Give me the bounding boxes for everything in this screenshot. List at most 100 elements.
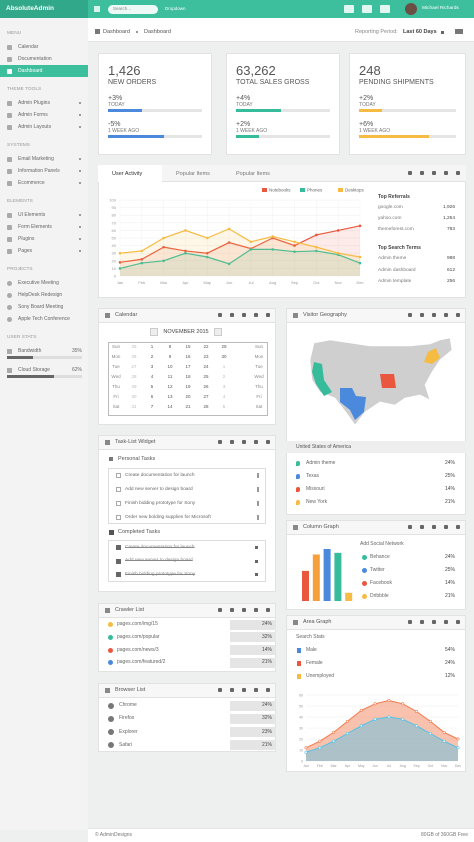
calendar-day[interactable]: 10: [167, 364, 173, 369]
calendar-day[interactable]: 3: [222, 384, 226, 389]
crawler-name[interactable]: pages.com/img/15: [117, 621, 158, 627]
sidebar-item[interactable]: Documentation: [18, 56, 52, 62]
x-tick-label: Aug: [269, 280, 276, 285]
sidebar-item[interactable]: Form Elements: [18, 224, 52, 230]
sidebar-item[interactable]: Admin Forms: [18, 112, 48, 118]
task-done[interactable]: Create documentation for launch: [125, 544, 195, 550]
chevron: [79, 170, 81, 172]
calendar-day[interactable]: 29: [221, 344, 227, 349]
calendar-day[interactable]: 27: [131, 364, 137, 369]
sidebar-item[interactable]: Email Marketing: [18, 156, 54, 162]
calendar-day[interactable]: 23: [203, 354, 209, 359]
calendar-day[interactable]: 29: [131, 384, 137, 389]
crawler-name[interactable]: pages.com/news/3: [117, 646, 159, 653]
calendar-day[interactable]: 27: [203, 394, 209, 399]
calendar-day[interactable]: 24: [203, 364, 209, 369]
state: [312, 362, 332, 396]
sidebar-item[interactable]: UI Elements: [18, 212, 46, 218]
area-legend-value: 24%: [444, 660, 455, 666]
period-select[interactable]: Last 60 Days: [403, 29, 437, 35]
active-tab: [98, 165, 162, 182]
calendar-day[interactable]: 15: [185, 344, 191, 349]
task-item[interactable]: Order new bolding supplies for Microsoft: [125, 514, 211, 520]
sidebar-item[interactable]: Admin Plugins: [18, 100, 50, 106]
calendar-day[interactable]: 30: [131, 394, 137, 399]
panel-icon: [420, 525, 424, 529]
y-tick-label: 50: [299, 704, 303, 708]
task-done[interactable]: Add new server to design board: [125, 558, 193, 563]
crawler-name[interactable]: pages.com/popular: [117, 633, 160, 640]
calendar-day[interactable]: 28: [203, 404, 209, 409]
calendar-day[interactable]: 17: [185, 364, 191, 369]
area-point: [415, 709, 419, 713]
calendar-day[interactable]: 4: [150, 374, 154, 379]
calendar-day[interactable]: 5: [222, 404, 226, 409]
day-label: Wed: [111, 374, 121, 379]
calendar-day[interactable]: 11: [167, 374, 173, 379]
calendar-day[interactable]: 30: [221, 354, 227, 359]
browser-value: 32%: [261, 715, 272, 722]
calendar-day[interactable]: 26: [131, 354, 137, 359]
calendar-day[interactable]: 18: [185, 374, 191, 379]
sidebar-item[interactable]: Apple Tech Conference: [18, 316, 70, 322]
sidebar-item[interactable]: Executive Meeting: [18, 280, 59, 286]
user-name[interactable]: Michael Richards: [422, 6, 459, 11]
calendar-day[interactable]: 13: [167, 394, 173, 399]
crawler-name[interactable]: pages.com/featured/2: [117, 659, 166, 666]
sidebar-item[interactable]: Plugins: [18, 236, 35, 242]
crawler-value: 32%: [261, 633, 272, 640]
sidebar-item[interactable]: HelpDesk Redesign: [18, 292, 63, 298]
task-item[interactable]: Finish bidding prototype for Sony: [125, 500, 196, 506]
calendar-day[interactable]: 2: [222, 374, 226, 379]
calendar-day[interactable]: 5: [150, 384, 154, 389]
calendar-day[interactable]: 28: [131, 374, 137, 379]
task-item[interactable]: Create documentation for launch: [125, 472, 195, 478]
search-input[interactable]: Search...: [113, 6, 132, 11]
sidebar-item[interactable]: Admin Layouts: [18, 124, 52, 130]
calendar-day[interactable]: 20: [185, 394, 191, 399]
breadcrumb-item[interactable]: Dashboard: [103, 29, 130, 35]
calendar-day[interactable]: 26: [203, 384, 209, 389]
calendar-day[interactable]: 19: [185, 384, 191, 389]
calendar-day[interactable]: 16: [185, 354, 191, 359]
legend-icon: [297, 661, 301, 666]
legend-value: 21%: [444, 593, 455, 599]
stat-card-label: NEW ORDERS: [108, 79, 157, 86]
sidebar-item[interactable]: Sony Board Meeting: [18, 304, 64, 310]
value-box: [230, 632, 276, 643]
legend-icon: [297, 648, 301, 653]
task-item[interactable]: Add new server to design board: [125, 486, 193, 492]
calendar-day[interactable]: 12: [167, 384, 173, 389]
calendar-day[interactable]: 9: [168, 354, 172, 359]
area-point: [373, 702, 377, 706]
sidebar-item[interactable]: Ecommerce: [18, 180, 45, 186]
calendar-day[interactable]: 1: [222, 364, 226, 369]
calendar-day[interactable]: 3: [150, 364, 154, 369]
calendar-day[interactable]: 25: [131, 344, 137, 349]
calendar-day[interactable]: 21: [185, 404, 191, 409]
calendar-day[interactable]: 2: [150, 354, 154, 359]
dropdown[interactable]: Dropdown: [165, 6, 186, 11]
calendar-day[interactable]: 4: [222, 394, 226, 399]
calendar-day[interactable]: 22: [203, 344, 209, 349]
calendar-day[interactable]: 1: [150, 344, 154, 349]
legend-dot: [362, 568, 367, 573]
tab[interactable]: User Activity: [112, 171, 143, 177]
calendar-day[interactable]: 14: [167, 404, 173, 409]
x-tick-label: Jul: [248, 280, 253, 285]
tab[interactable]: Popular Items: [176, 171, 210, 177]
sidebar-item[interactable]: Information Panels: [18, 168, 60, 174]
sidebar-item[interactable]: Calendar: [18, 44, 39, 50]
calendar-day[interactable]: 7: [150, 404, 154, 409]
sidebar-item[interactable]: Pages: [18, 248, 33, 254]
calendar-day[interactable]: 25: [203, 374, 209, 379]
sidebar-item[interactable]: Dashboard: [18, 68, 43, 74]
tab[interactable]: Popular Items: [236, 171, 270, 177]
series-area: [120, 228, 360, 276]
task-done[interactable]: Finish bidding prototype for Sony: [125, 571, 196, 577]
calendar-day[interactable]: 8: [168, 344, 172, 349]
calendar-day[interactable]: 31: [131, 404, 137, 409]
y-tick-label: 20: [112, 258, 117, 263]
top-icon: [362, 5, 372, 13]
calendar-day[interactable]: 6: [150, 394, 154, 399]
